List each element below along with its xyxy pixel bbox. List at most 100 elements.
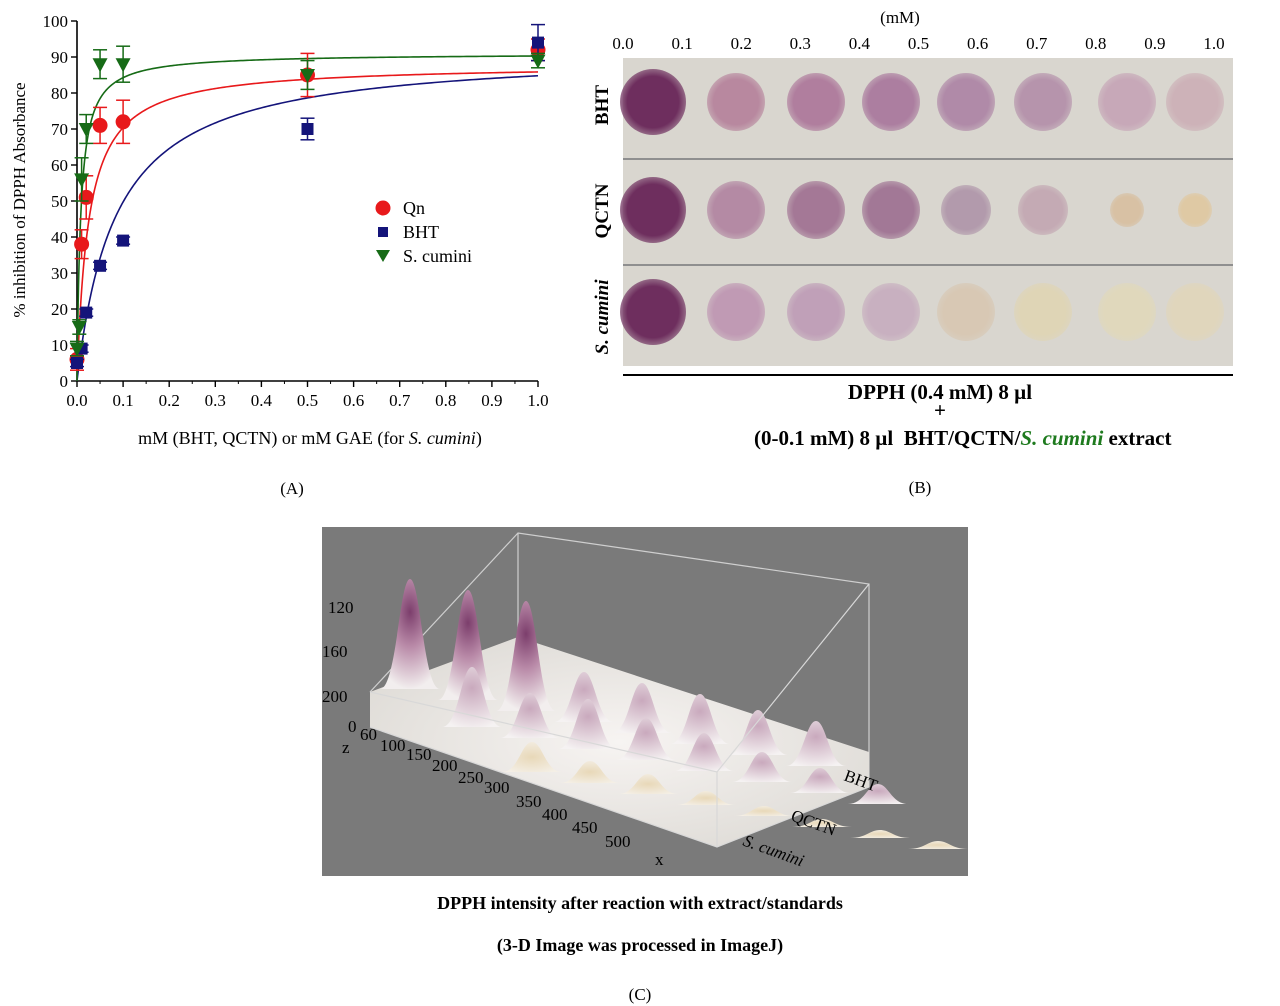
dpph-spot [707,181,765,239]
dpph-spot [862,283,920,341]
x-tick-label: 450 [572,818,598,837]
dpph-spot [1018,185,1068,235]
dpph-spot [707,73,765,131]
x-tick-label: 250 [458,768,484,787]
data-point [71,319,87,335]
surface-peak [850,830,910,838]
concentration-tick-label: 0.7 [1026,34,1048,53]
x-tick-label: 0.5 [297,391,318,410]
surface-base [370,637,869,847]
dpph-spot [787,283,845,341]
legend-entry: Qn [375,198,425,218]
row-label-bht: BHT [592,84,613,126]
data-point [74,157,90,202]
y-tick-label: 30 [51,264,68,283]
concentration-tick-label: 0.4 [848,34,871,53]
concentration-tick-label: 0.2 [730,34,752,53]
marker-square [117,234,130,247]
concentration-tick-label: 0.1 [671,34,693,53]
fit-curve-bht [76,74,539,382]
dpph-spot [1166,73,1224,131]
surface-peak [790,768,850,793]
y-tick-label: 80 [51,84,68,103]
y-tick-label: 90 [51,48,68,67]
concentration-unit: (mM) [880,8,920,27]
legend-label: Qn [403,198,425,218]
y-tick-label: 100 [43,12,69,31]
fit-curve-qn [76,71,539,382]
dpph-spot [1014,73,1072,131]
surface-peak [848,784,908,804]
chart-a-ticks: 0 10 20 30 40 50 60 70 80 90 100 0.0 0.1 0.2 0.3 0.4 0.5… [43,12,549,410]
surface-peak [732,752,792,782]
y-tick-label: 40 [51,228,68,247]
x-tick-label: 400 [542,805,568,824]
data-point [79,306,94,319]
legend-label: BHT [403,222,439,242]
surface-peak [676,791,736,805]
dpph-spot [620,69,686,135]
panel-c-3d-surface: 120 160 200 0 z 60 100 150 200 250 300 350 400 450 500… [322,527,968,876]
marker-triangle [115,58,131,73]
data-point [116,234,131,247]
y-tick-label: 60 [51,156,68,175]
row-divider [623,158,1233,160]
marker-circle [92,117,108,133]
surface-peak [558,699,618,749]
z-zero-label: 0 [348,717,357,736]
caption-c-line-1: DPPH intensity after reaction with extra… [437,893,843,913]
y-tick-label: 20 [51,300,68,319]
surface-row-label: QCTN [789,806,839,840]
y-tick-label: 0 [60,372,69,391]
surface-row-label: S. cumini [741,831,807,871]
data-point [300,117,315,141]
row-label-s-cumini: S. cumini [592,279,613,355]
z-tick-label: 200 [322,687,348,706]
chart-a-fit-curves [76,55,539,382]
surface-peak [438,590,498,700]
data-point [69,340,85,357]
panel-label-c: (C) [628,985,652,1004]
x-tick-label: 0.7 [389,391,411,410]
caption-line-1: DPPH (0.4 mM) 8 µl [847,380,1033,404]
marker-square [301,123,314,135]
surface-peaks [380,579,968,849]
dpph-spot [620,279,686,345]
data-point [70,357,84,369]
legend-entry: BHT [378,222,439,242]
marker-square [532,36,544,49]
concentration-tick-label: 0.3 [789,34,811,53]
marker-triangle [78,123,94,137]
x-tick-label: 0.6 [343,391,364,410]
marker-triangle [530,54,546,69]
surface-peak [560,761,620,783]
x-tick-label: 500 [605,832,631,851]
concentration-tick-label: 0.0 [612,34,634,53]
x-tick-label: 1.0 [527,391,548,410]
x-tick-label: 150 [406,745,432,764]
concentration-tick-label: 0.6 [966,34,989,53]
surface-peak [728,710,788,755]
marker-circle [115,114,131,130]
row-label-qctn: QCTN [592,183,613,239]
data-point [115,45,131,83]
dpph-spot [1098,73,1156,131]
dpph-plate-photo [620,58,1233,366]
y-tick-label: 50 [51,192,68,211]
data-point [300,59,315,91]
dpph-spot [1098,283,1156,341]
dpph-spot [941,185,991,235]
data-point [92,49,108,80]
x-tick-label: 0.8 [435,391,456,410]
data-point [530,52,546,69]
data-point [93,259,108,272]
surface-peak [670,694,730,744]
dpph-spot [937,73,995,131]
marker-circle [74,236,90,252]
concentration-tick-label: 1.0 [1203,34,1225,53]
fit-curve-scumini [76,55,539,382]
panel-b: (mM) 0.0 0.1 0.2 0.3 0.4 0.5 0.6 0.7 0.8 0.9 1.0 B… [580,0,1280,500]
caption-c-line-2: (3-D Image was processed in ImageJ) [496,935,784,955]
dpph-spot [862,73,920,131]
z-axis-label: z [342,738,350,757]
